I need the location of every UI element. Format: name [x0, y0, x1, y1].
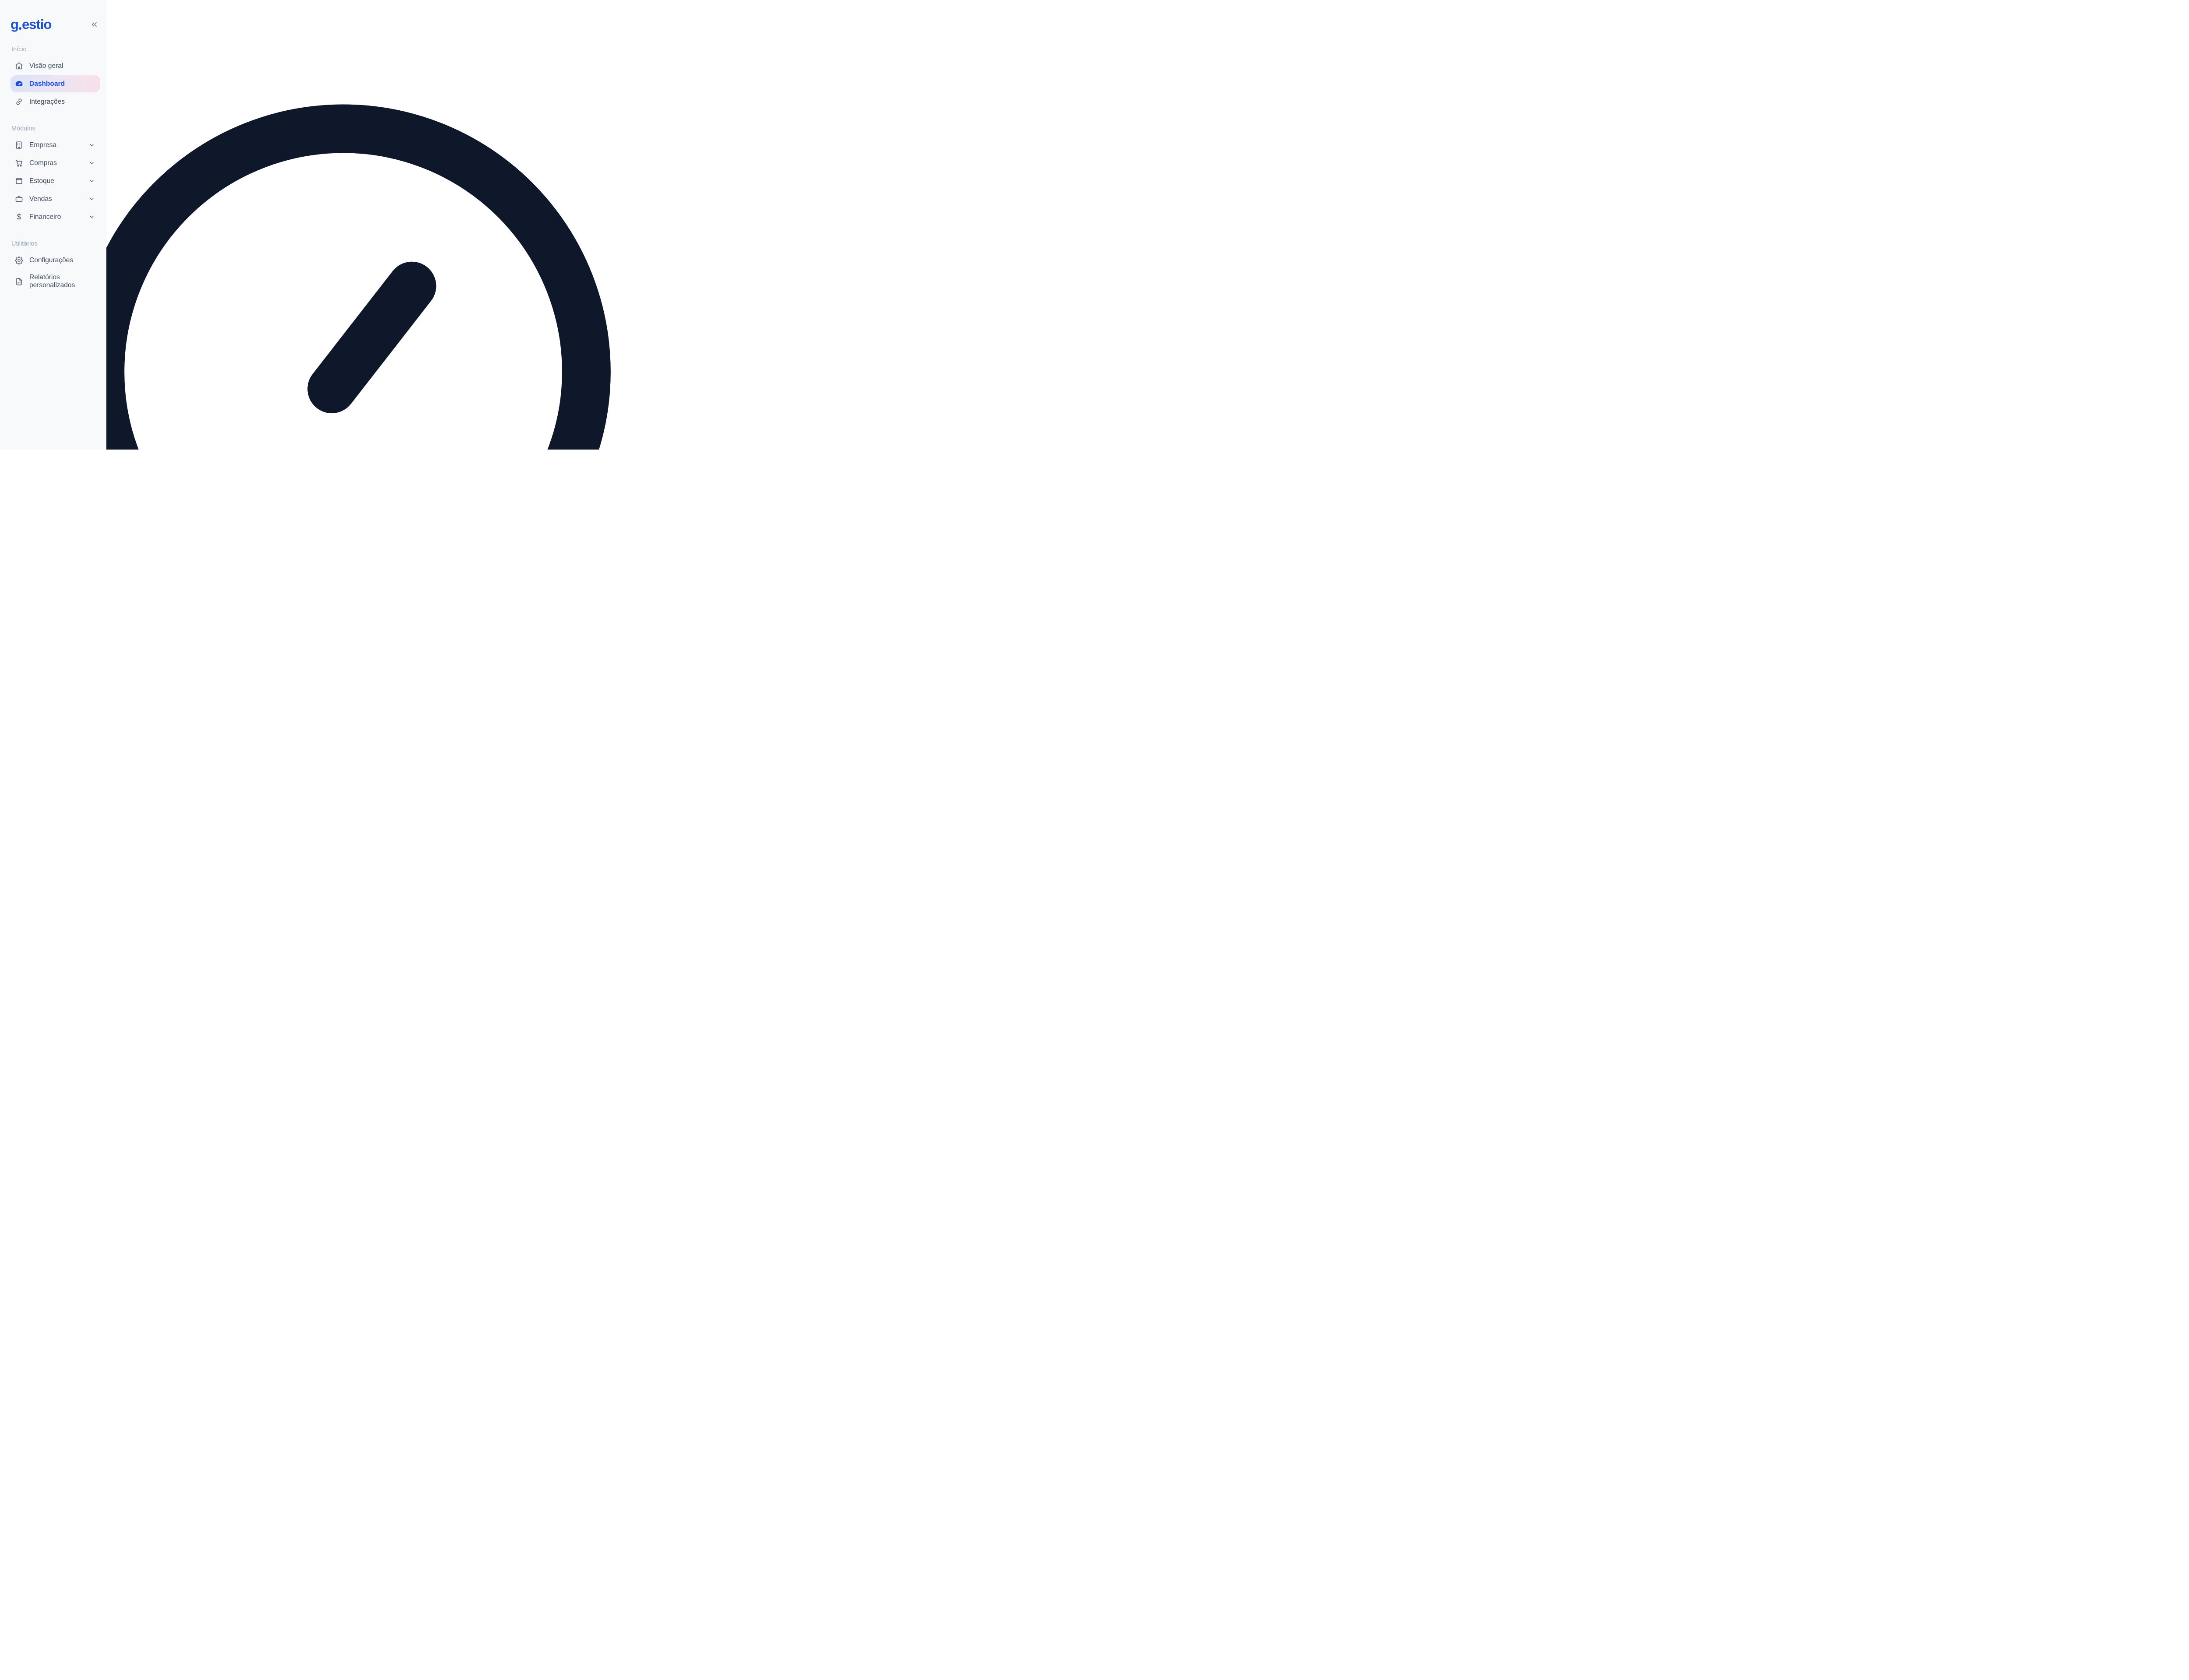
logo-text-g: g: [11, 17, 19, 32]
chevron-down-icon: [88, 142, 95, 148]
logo: g estio: [11, 17, 52, 32]
sidebar-item-vis-o-geral[interactable]: Visão geral: [11, 57, 100, 74]
sidebar-nav: Início Visão geral Dashboard Integrações Mód…: [11, 46, 100, 293]
home-icon: [14, 61, 24, 70]
collapse-sidebar-icon[interactable]: [90, 20, 99, 29]
logo-text-rest: estio: [21, 17, 52, 32]
sidebar-item-label: Relatórios personalizados: [29, 274, 75, 289]
dashboard-icon: [14, 79, 24, 88]
sidebar: g estio Início Visão geral Dashboard Integr…: [0, 0, 106, 450]
dollar-icon: [14, 212, 24, 221]
main-area: › Dashboard › Financeiro Novidades Ajuda: [0, 0, 686, 450]
sidebar-item-dashboard[interactable]: Dashboard: [11, 75, 100, 92]
chevron-down-icon: [88, 160, 95, 166]
topbar: › Dashboard › Financeiro Novidades Ajuda: [0, 0, 686, 450]
sidebar-item-financeiro[interactable]: Financeiro: [11, 208, 100, 225]
sidebar-item-label: Configurações: [29, 256, 73, 264]
sidebar-section-label: Utilitários: [11, 240, 38, 247]
sidebar-item-label: Empresa: [29, 141, 57, 149]
sidebar-item-label: Financeiro: [29, 213, 61, 221]
gear-icon: [14, 256, 24, 265]
breadcrumb: › Dashboard › Financeiro: [0, 0, 686, 450]
sidebar-item-label: Estoque: [29, 177, 54, 185]
logo-dot: [18, 27, 21, 30]
sidebar-section-label: Início: [11, 46, 27, 53]
building-icon: [14, 141, 24, 150]
cart-icon: [14, 158, 24, 168]
report-icon: [14, 277, 24, 286]
sidebar-item-label: Integrações: [29, 98, 65, 105]
app-root: g estio Início Visão geral Dashboard Integr…: [0, 0, 686, 450]
sidebar-item-compras[interactable]: Compras: [11, 155, 100, 172]
sidebar-item-label: Compras: [29, 159, 57, 167]
sidebar-item-empresa[interactable]: Empresa: [11, 137, 100, 154]
sidebar-item-configura-es[interactable]: Configurações: [11, 252, 100, 269]
sidebar-item-label: Visão geral: [29, 62, 63, 70]
sidebar-item-label: Vendas: [29, 195, 52, 203]
sidebar-item-relat-rios-personalizados[interactable]: Relatórios personalizados: [11, 270, 100, 293]
chevron-down-icon: [88, 214, 95, 220]
chevron-down-icon: [88, 178, 95, 184]
sidebar-item-integra-es[interactable]: Integrações: [11, 93, 100, 110]
briefcase-icon: [14, 194, 24, 204]
chevron-down-icon: [88, 196, 95, 202]
sidebar-section-label: Módulos: [11, 125, 35, 132]
sidebar-item-vendas[interactable]: Vendas: [11, 190, 100, 207]
sidebar-item-estoque[interactable]: Estoque: [11, 172, 100, 190]
box-icon: [14, 176, 24, 186]
link-icon: [14, 97, 24, 106]
sidebar-item-label: Dashboard: [29, 80, 65, 88]
